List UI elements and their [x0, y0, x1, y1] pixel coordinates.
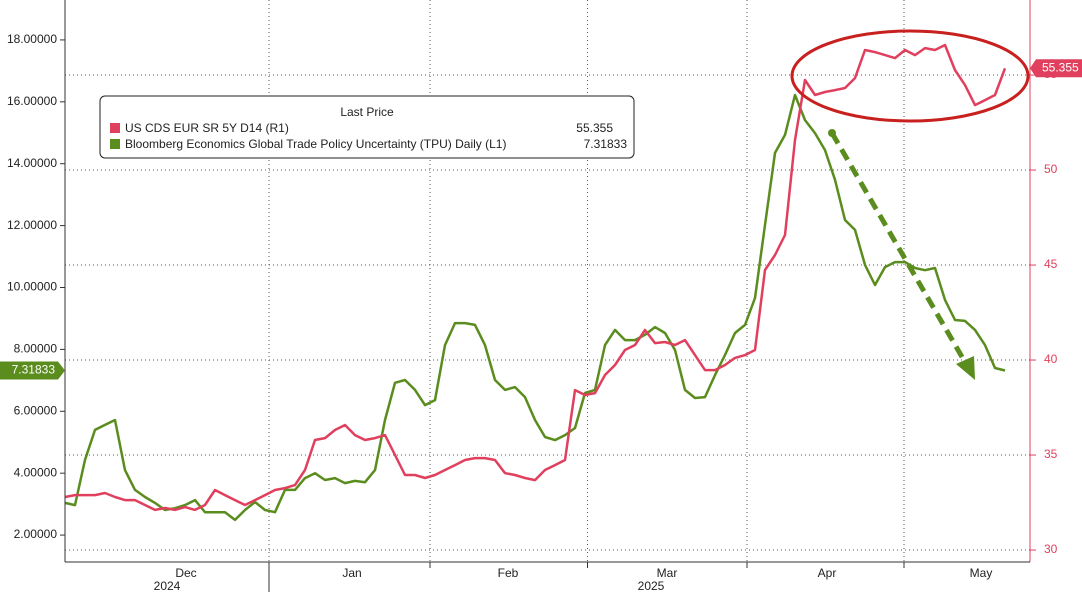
- y-tick-label: 12.00000: [7, 218, 57, 232]
- y2-tick-label: 40: [1044, 352, 1058, 366]
- trend-arrow-start: [828, 129, 836, 137]
- x-tick-label: Jan: [342, 566, 361, 580]
- y-tick-label: 2.00000: [14, 527, 58, 541]
- legend-box: [99, 95, 635, 159]
- legend-value: 55.355: [576, 121, 613, 135]
- y-tick-label: 14.00000: [7, 156, 57, 170]
- y2-tick-label: 50: [1044, 162, 1058, 176]
- trend-arrow-head: [956, 356, 975, 380]
- y-tick-label: 18.00000: [7, 32, 57, 46]
- legend: Last Price US CDS EUR SR 5Y D14 (R1) 55.…: [99, 95, 635, 159]
- legend-value: 7.31833: [584, 137, 628, 151]
- year-label: 2024: [154, 579, 181, 592]
- y-tick-label: 6.00000: [14, 403, 58, 417]
- year-label: 2025: [638, 579, 665, 592]
- x-tick-label: Mar: [657, 566, 678, 580]
- y2-tick-label: 35: [1044, 447, 1058, 461]
- y-tick-label: 10.00000: [7, 280, 57, 294]
- legend-swatch: [110, 123, 120, 133]
- y-tick-label: 4.00000: [14, 465, 58, 479]
- trend-arrow: [829, 131, 968, 364]
- y-tick-label: 16.00000: [7, 94, 57, 108]
- grid: [65, 0, 1030, 562]
- series-line: [64, 43, 1007, 512]
- last-value-box: [0, 361, 65, 380]
- lines: [64, 43, 1007, 522]
- x-tick-label: Feb: [498, 566, 519, 580]
- x-tick-label: Apr: [818, 566, 837, 580]
- y-tick-label: 8.00000: [14, 342, 58, 356]
- legend-title: Last Price: [340, 105, 394, 119]
- y2-tick-label: 30: [1044, 542, 1058, 556]
- legend-label: Bloomberg Economics Global Trade Policy …: [125, 137, 506, 151]
- legend-swatch: [110, 139, 120, 149]
- x-tick-label: Dec: [175, 566, 196, 580]
- y2-tick-label: 45: [1044, 257, 1058, 271]
- x-tick-label: May: [970, 566, 993, 580]
- legend-label: US CDS EUR SR 5Y D14 (R1): [125, 121, 289, 135]
- series-line: [64, 93, 1006, 522]
- highlight-ellipse: [790, 29, 1030, 123]
- last-value-label: 7.31833: [12, 363, 56, 377]
- last-value-box: [1030, 59, 1082, 78]
- last-value-label: 55.355: [1042, 60, 1079, 74]
